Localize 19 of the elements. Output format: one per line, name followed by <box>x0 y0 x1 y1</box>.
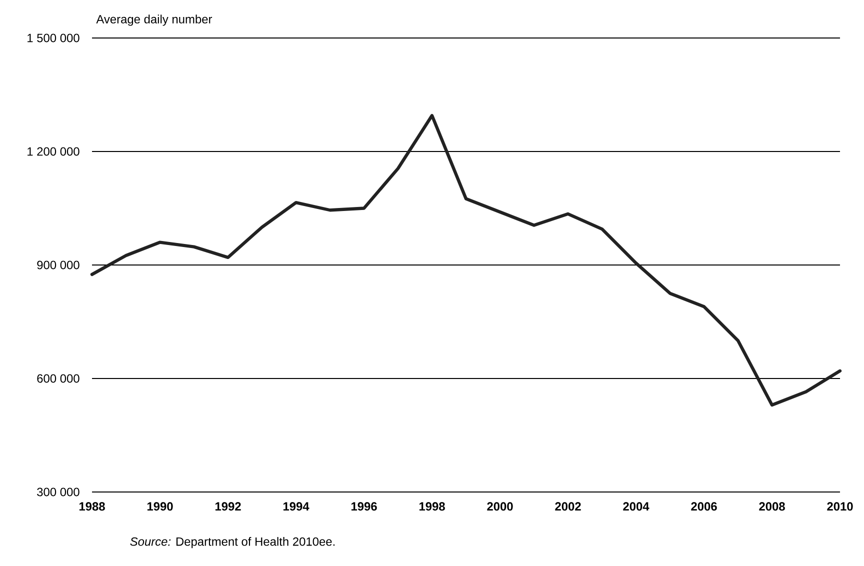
x-tick-label: 1992 <box>215 502 241 511</box>
x-tick-label: 2004 <box>623 502 650 511</box>
x-tick-label: 2000 <box>487 502 513 511</box>
x-tick-label: 2002 <box>555 502 581 511</box>
x-tick-label: 1990 <box>147 502 173 511</box>
x-tick-label: 2006 <box>691 502 717 511</box>
y-tick-label: 900 000 <box>37 260 80 270</box>
x-tick-label: 1998 <box>419 502 445 511</box>
y-tick-label: 600 000 <box>37 374 80 383</box>
x-tick-label: 2010 <box>827 502 853 511</box>
x-tick-label: 1994 <box>283 502 310 511</box>
x-tick-label: 1988 <box>79 502 105 511</box>
y-tick-label: 1 500 000 <box>28 34 80 42</box>
text: Source: Department of Health 2010ee. <box>130 537 335 548</box>
y-axis-title: Average daily number <box>96 14 212 26</box>
x-tick-label: 1996 <box>351 502 377 511</box>
y-tick-label: 300 000 <box>37 488 80 496</box>
y-tick-label: 1 200 000 <box>28 147 80 156</box>
x-tick-label: 2008 <box>759 502 785 511</box>
